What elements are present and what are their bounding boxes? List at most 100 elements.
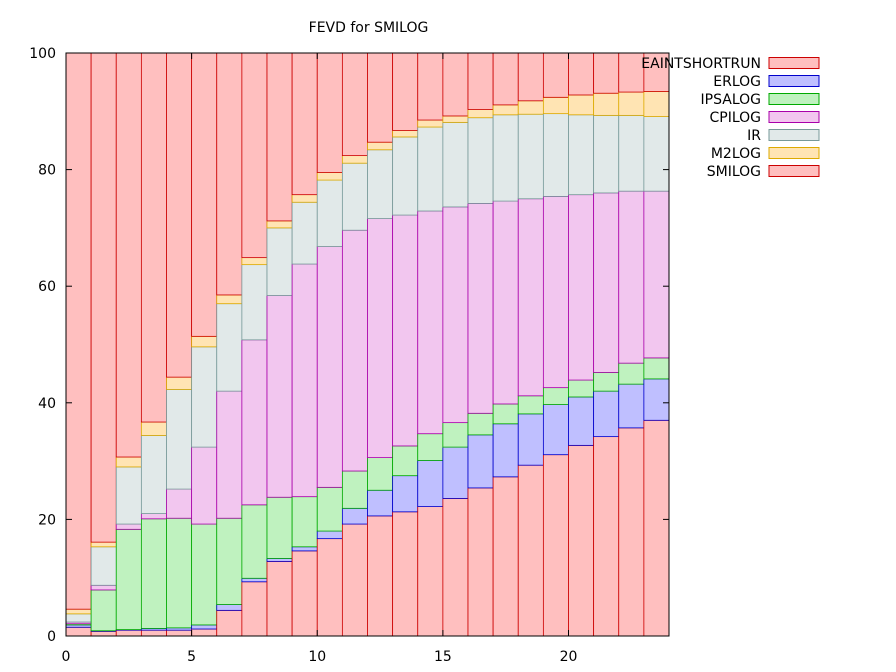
bar-segment-ir-4 bbox=[167, 389, 192, 489]
bar-segment-cpilog-10 bbox=[317, 247, 342, 488]
bar-segment-erlog-8 bbox=[267, 558, 292, 561]
bar-segment-ipsalog-13 bbox=[393, 446, 418, 476]
legend-label-eaintshortrun: EAINTSHORTRUN bbox=[641, 56, 761, 72]
bar-segment-erlog-11 bbox=[342, 508, 367, 524]
bar-segment-ipsalog-14 bbox=[418, 434, 443, 461]
legend-label-ir: IR bbox=[747, 128, 761, 144]
bar-segment-erlog-14 bbox=[418, 461, 443, 507]
bar-segment-ipsalog-11 bbox=[342, 471, 367, 508]
bar-segment-eaintshortrun-16 bbox=[468, 53, 493, 110]
bar-segment-erlog-9 bbox=[292, 547, 317, 551]
bar-segment-m2log-6 bbox=[217, 295, 242, 304]
bar-segment-erlog-12 bbox=[368, 490, 393, 516]
bar-segment-eaintshortrun-3 bbox=[141, 53, 166, 422]
bar-segment-cpilog-20 bbox=[569, 195, 594, 380]
bar-segment-smilog-2 bbox=[116, 630, 141, 636]
bar-segment-m2log-18 bbox=[518, 101, 543, 114]
bar-segment-ipsalog-19 bbox=[543, 388, 568, 405]
bar-segment-cpilog-12 bbox=[368, 219, 393, 458]
bar-segment-erlog-22 bbox=[619, 384, 644, 428]
bar-segment-ir-9 bbox=[292, 202, 317, 264]
bar-segment-eaintshortrun-7 bbox=[242, 53, 267, 258]
legend-swatch-cpilog bbox=[769, 112, 819, 123]
bar-segment-smilog-15 bbox=[443, 498, 468, 636]
y-tick-label-20: 20 bbox=[38, 512, 56, 528]
bar-segment-ir-10 bbox=[317, 180, 342, 246]
bar-segment-erlog-23 bbox=[644, 379, 669, 420]
bar-segment-smilog-22 bbox=[619, 428, 644, 636]
bar-segment-ipsalog-20 bbox=[569, 380, 594, 397]
bar-segment-eaintshortrun-2 bbox=[116, 53, 141, 457]
legend-swatch-smilog bbox=[769, 166, 819, 177]
legend-label-erlog: ERLOG bbox=[713, 74, 761, 90]
bar-segment-erlog-7 bbox=[242, 578, 267, 581]
bar-segment-cpilog-4 bbox=[167, 489, 192, 518]
bar-segment-smilog-10 bbox=[317, 539, 342, 636]
bar-segment-cpilog-2 bbox=[116, 524, 141, 529]
bar-segment-ipsalog-16 bbox=[468, 413, 493, 435]
bar-segment-ipsalog-4 bbox=[167, 518, 192, 628]
x-tick-label-15: 15 bbox=[434, 649, 452, 665]
bar-segment-ir-0 bbox=[66, 614, 91, 622]
bar-segment-erlog-15 bbox=[443, 447, 468, 498]
bar-segment-ir-2 bbox=[116, 467, 141, 524]
bar-segment-smilog-1 bbox=[91, 631, 116, 636]
bar-segment-erlog-17 bbox=[493, 424, 518, 477]
bar-segment-cpilog-14 bbox=[418, 211, 443, 434]
y-tick-label-60: 60 bbox=[38, 279, 56, 295]
bar-segment-eaintshortrun-17 bbox=[493, 53, 518, 105]
bar-segment-m2log-1 bbox=[91, 542, 116, 547]
bar-segment-ir-17 bbox=[493, 115, 518, 201]
bar-segment-m2log-21 bbox=[594, 93, 619, 115]
bar-segment-ir-16 bbox=[468, 118, 493, 204]
bar-segment-ir-12 bbox=[368, 150, 393, 219]
bar-segment-ipsalog-7 bbox=[242, 505, 267, 578]
bar-segment-smilog-19 bbox=[543, 455, 568, 636]
bar-segment-m2log-3 bbox=[141, 422, 166, 435]
bar-segment-eaintshortrun-0 bbox=[66, 53, 91, 609]
x-tick-label-20: 20 bbox=[560, 649, 578, 665]
bar-segment-erlog-5 bbox=[192, 625, 217, 629]
bar-segment-cpilog-8 bbox=[267, 296, 292, 498]
x-tick-label-5: 5 bbox=[187, 649, 196, 665]
bar-segment-m2log-19 bbox=[543, 97, 568, 113]
bar-segment-eaintshortrun-21 bbox=[594, 53, 619, 93]
bar-segment-ir-20 bbox=[569, 115, 594, 195]
bar-segment-smilog-18 bbox=[518, 465, 543, 636]
bar-segment-cpilog-11 bbox=[342, 230, 367, 471]
bar-segment-eaintshortrun-10 bbox=[317, 53, 342, 173]
bar-segment-m2log-4 bbox=[167, 377, 192, 389]
bar-segment-eaintshortrun-13 bbox=[393, 53, 418, 131]
bar-segment-cpilog-3 bbox=[141, 514, 166, 519]
bar-segment-m2log-8 bbox=[267, 221, 292, 228]
bar-segment-cpilog-15 bbox=[443, 207, 468, 423]
bar-segment-erlog-6 bbox=[217, 605, 242, 611]
bar-segment-cpilog-6 bbox=[217, 391, 242, 518]
bar-segment-ipsalog-2 bbox=[116, 529, 141, 629]
bar-segment-smilog-13 bbox=[393, 512, 418, 636]
legend-label-cpilog: CPILOG bbox=[709, 110, 761, 126]
legend-swatch-ir bbox=[769, 130, 819, 141]
bar-segment-smilog-4 bbox=[167, 630, 192, 636]
bar-segment-ipsalog-21 bbox=[594, 372, 619, 391]
bar-segment-ipsalog-9 bbox=[292, 497, 317, 547]
bars-layer bbox=[66, 53, 669, 636]
bar-segment-eaintshortrun-5 bbox=[192, 53, 217, 336]
bar-segment-eaintshortrun-6 bbox=[217, 53, 242, 295]
bar-segment-eaintshortrun-20 bbox=[569, 53, 594, 95]
bar-segment-ipsalog-1 bbox=[91, 590, 116, 631]
legend-swatch-ipsalog bbox=[769, 94, 819, 105]
bar-segment-eaintshortrun-22 bbox=[619, 53, 644, 92]
bar-segment-ipsalog-22 bbox=[619, 363, 644, 384]
bar-segment-ir-5 bbox=[192, 347, 217, 447]
bar-segment-ir-13 bbox=[393, 137, 418, 215]
bar-segment-ir-21 bbox=[594, 115, 619, 193]
bar-segment-ir-15 bbox=[443, 122, 468, 207]
bar-segment-ir-3 bbox=[141, 435, 166, 513]
bar-segment-m2log-13 bbox=[393, 131, 418, 137]
y-tick-label-0: 0 bbox=[47, 629, 56, 645]
bar-segment-m2log-15 bbox=[443, 116, 468, 122]
bar-segment-smilog-20 bbox=[569, 445, 594, 636]
bar-segment-ir-22 bbox=[619, 115, 644, 191]
